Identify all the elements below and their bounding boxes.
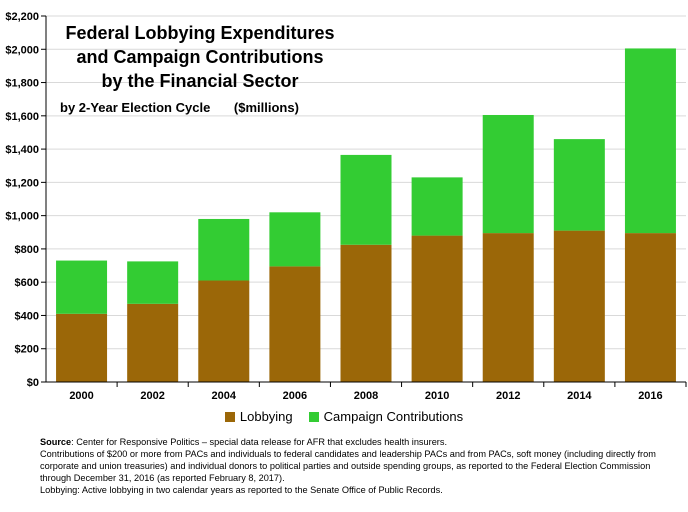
subtitle-text: by 2-Year Election Cycle [60, 100, 211, 115]
x-tick-label: 2000 [69, 390, 93, 402]
x-tick-label: 2008 [354, 390, 378, 402]
chart: $0 $200 $400 $600 $800 $1,000 $1,200 $1,400 $1,6… [5, 11, 687, 402]
legend-item-campaign: Campaign Contributions [308, 409, 464, 424]
x-tick-label: 2016 [638, 390, 662, 402]
y-tick-label: $2,000 [5, 44, 39, 56]
y-tick-label: $200 [15, 344, 39, 356]
y-tick-label: $2,200 [5, 11, 39, 23]
legend-swatch-lobbying [224, 411, 235, 422]
bar-lobbying-2016 [624, 233, 676, 382]
bar-campaign-2006 [269, 212, 321, 267]
bar-campaign-2012 [482, 114, 534, 234]
footnote-contributions: Contributions of $200 or more from PACs … [40, 449, 656, 483]
legend-label-lobbying: Lobbying [239, 409, 293, 424]
bar-campaign-2002 [127, 261, 179, 304]
x-tick-label: 2004 [212, 390, 237, 402]
chart-title-line-1: Federal Lobbying Expenditures [65, 23, 335, 43]
y-tick-label: $600 [15, 277, 39, 289]
x-tick-label: 2012 [496, 390, 520, 402]
bar-campaign-2014 [553, 139, 605, 231]
source-text: : Center for Responsive Politics – speci… [71, 437, 448, 447]
legend-item-lobbying: Lobbying [224, 409, 293, 424]
y-tick-label: $1,000 [5, 211, 39, 223]
bar-campaign-2008 [340, 154, 392, 245]
units-label: ($millions) [233, 100, 299, 115]
chart-title-line-2: and Campaign Contributions [76, 47, 324, 67]
bar-campaign-2016 [624, 48, 676, 234]
x-tick-label: 2010 [425, 390, 449, 402]
source-label: Source [40, 437, 72, 447]
bar-lobbying-2014 [553, 230, 605, 382]
bar-lobbying-2010 [411, 235, 463, 382]
bar-lobbying-2002 [127, 303, 179, 382]
y-tick-label: $1,400 [5, 144, 39, 156]
bar-campaign-2010 [411, 177, 463, 236]
chart-title-line-3: by the Financial Sector [101, 71, 299, 91]
bar-lobbying-2000 [56, 313, 108, 382]
chart-subtitle: by 2-Year Election Cycle ($millions) [60, 100, 299, 115]
y-tick-label: $400 [15, 310, 39, 322]
bars [56, 48, 676, 382]
x-tick-label: 2014 [567, 390, 592, 402]
y-tick-label: $1,600 [5, 111, 39, 123]
y-axis: $0 $200 $400 $600 $800 $1,000 $1,200 $1,400 $1,6… [5, 11, 47, 389]
y-tick-label: $800 [15, 244, 39, 256]
legend-label-campaign: Campaign Contributions [323, 409, 464, 424]
bar-lobbying-2006 [269, 266, 321, 382]
bar-campaign-2000 [56, 260, 108, 314]
legend: Lobbying Campaign Contributions [0, 409, 688, 424]
y-tick-label: $1,800 [5, 78, 39, 90]
bar-campaign-2004 [198, 218, 250, 281]
x-tick-label: 2002 [140, 390, 164, 402]
footnote: Source: Center for Responsive Politics –… [40, 436, 680, 496]
footnote-source: Source: Center for Responsive Politics –… [40, 436, 680, 448]
y-tick-label: $0 [27, 377, 39, 389]
y-tick-label: $1,200 [5, 177, 39, 189]
legend-swatch-campaign [308, 411, 319, 422]
bar-lobbying-2008 [340, 244, 392, 382]
x-axis: 2000 2002 2004 2006 2008 2010 2012 2014 2016 [46, 381, 687, 402]
bar-lobbying-2012 [482, 233, 534, 382]
footnote-lobbying: Lobbying: Active lobbying in two calenda… [40, 485, 443, 495]
bar-lobbying-2004 [198, 280, 250, 382]
x-tick-label: 2006 [283, 390, 307, 402]
